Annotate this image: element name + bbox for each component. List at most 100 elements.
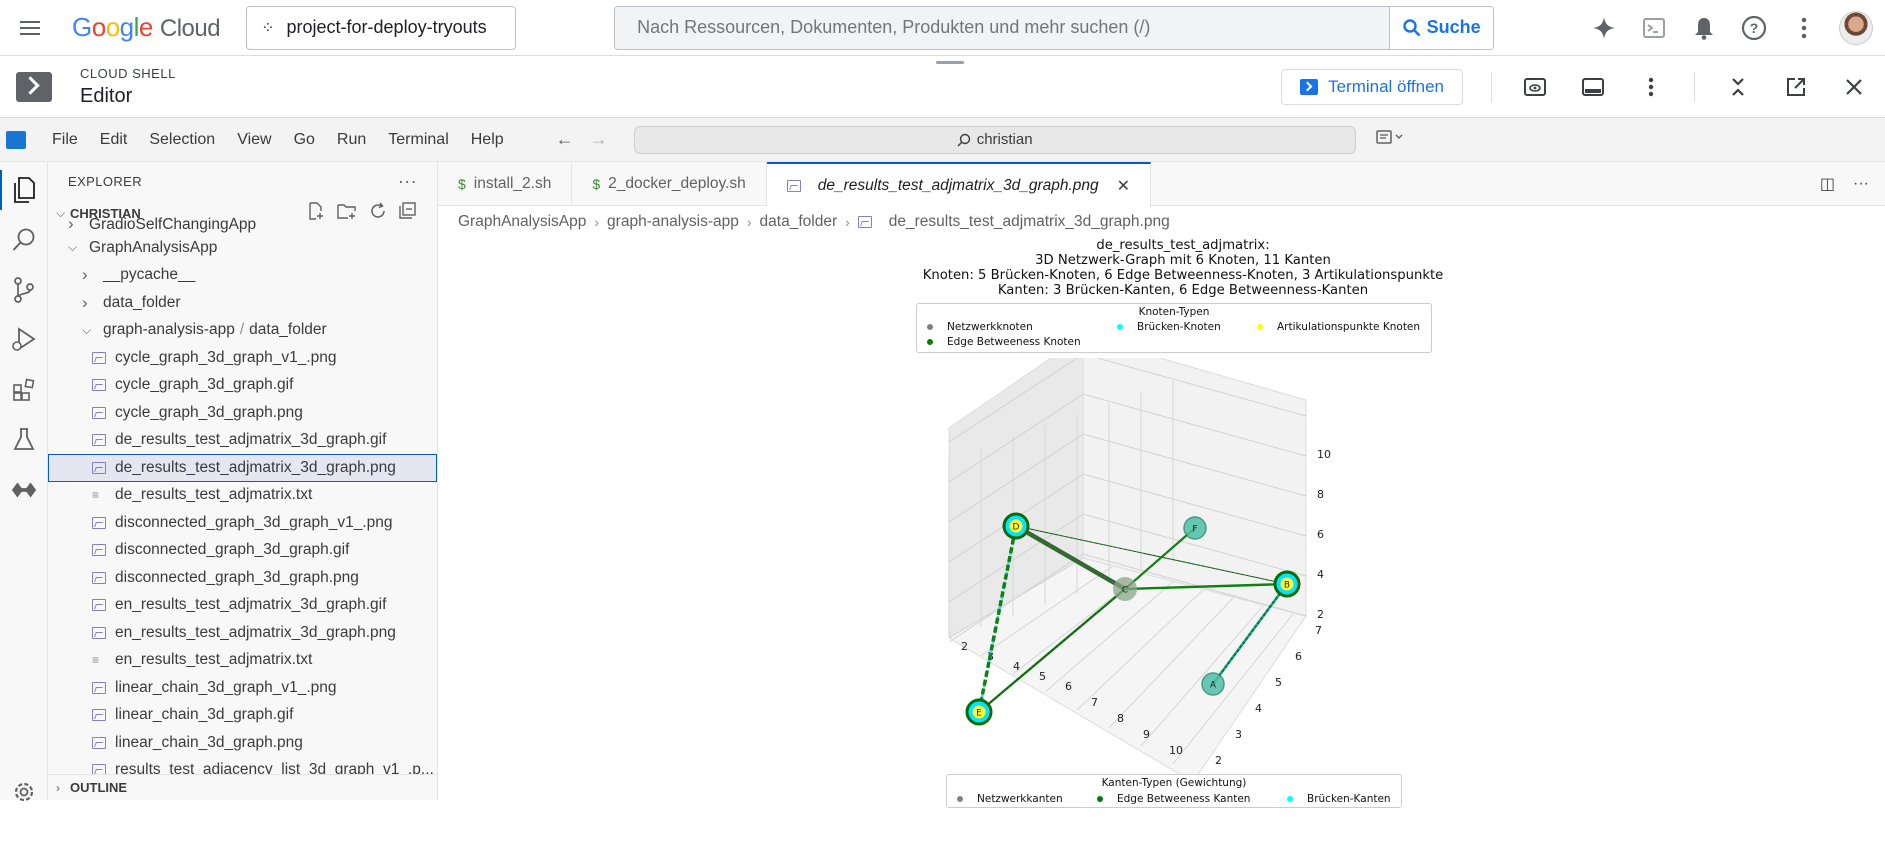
editor-tab[interactable]: $2_docker_deploy.sh [572, 162, 767, 206]
menu-item-view[interactable]: View [237, 130, 272, 148]
file-item[interactable]: ≡ en_results_test_adjmatrix.txt [48, 647, 437, 675]
forward-arrow-icon[interactable]: → [589, 129, 608, 149]
copilot-layout-icon[interactable] [1375, 129, 1404, 150]
cloud-shell-icon[interactable] [1639, 13, 1669, 43]
close-icon[interactable] [1839, 72, 1869, 102]
folder-item[interactable]: ⌵ graph-analysis-app / data_folder [48, 317, 437, 345]
command-center-search[interactable]: christian [633, 125, 1356, 154]
folder-item[interactable]: ⌵ GraphAnalysisApp [48, 234, 437, 262]
editor-actions: ◫ ··· [1820, 162, 1885, 205]
legend-entry: Netzwerkknoten [927, 321, 1117, 333]
breadcrumb-item[interactable]: de_results_test_adjmatrix_3d_graph.png [888, 213, 1170, 230]
image-preview: de_results_test_adjmatrix: 3D Netzwerk-Gr… [913, 238, 1453, 808]
run-debug-icon[interactable] [10, 326, 38, 354]
resize-handle[interactable] [936, 61, 964, 64]
minimize-icon[interactable] [1723, 72, 1753, 102]
node-legend-title: Knoten-Typen [1138, 306, 1210, 318]
new-folder-icon[interactable] [337, 202, 357, 224]
legend-marker [927, 324, 933, 330]
cloud-shell-logo-icon [16, 71, 52, 102]
search-button[interactable]: Suche [1389, 6, 1494, 49]
source-control-icon[interactable] [10, 276, 38, 304]
file-item[interactable]: de_results_test_adjmatrix_3d_graph.gif [48, 427, 437, 455]
workspace-section-header[interactable]: ⌵ CHRISTIAN [48, 200, 437, 226]
breadcrumb-item[interactable]: data_folder [759, 213, 838, 230]
open-terminal-label: Terminal öffnen [1328, 76, 1444, 96]
split-editor-icon[interactable]: ◫ [1819, 175, 1836, 193]
collapse-all-icon[interactable] [399, 202, 417, 224]
legend-marker [927, 339, 933, 345]
explorer-icon[interactable] [10, 176, 38, 204]
breadcrumb-item[interactable]: graph-analysis-app [607, 213, 739, 230]
shell-more-icon[interactable] [1636, 72, 1666, 102]
testing-icon[interactable] [10, 426, 38, 454]
cloud-code-icon[interactable] [10, 476, 38, 504]
menu-item-selection[interactable]: Selection [149, 130, 216, 148]
web-preview-icon[interactable] [1520, 72, 1550, 102]
menu-item-run[interactable]: Run [336, 130, 367, 148]
more-icon[interactable] [1789, 13, 1819, 43]
file-item[interactable]: de_results_test_adjmatrix_3d_graph.png [48, 454, 437, 482]
notifications-icon[interactable] [1689, 13, 1719, 43]
more-actions-icon[interactable]: ··· [1853, 174, 1869, 192]
layout-toggle-icon[interactable] [1578, 72, 1608, 102]
file-item[interactable]: disconnected_graph_3d_graph.png [48, 564, 437, 592]
text-file-icon: ≡ [92, 488, 100, 503]
help-icon[interactable]: ? [1739, 13, 1769, 43]
folder-item[interactable]: › GradioSelfChangingApp [48, 216, 437, 234]
file-item[interactable]: en_results_test_adjmatrix_3d_graph.png [48, 619, 437, 647]
breadcrumb-item[interactable]: GraphAnalysisApp [458, 213, 587, 230]
file-item[interactable]: cycle_graph_3d_graph_v1_.png [48, 344, 437, 372]
google-cloud-logo[interactable]: Google Cloud [72, 12, 221, 43]
tree-item-label: linear_chain_3d_graph.png [115, 733, 303, 751]
file-item[interactable]: disconnected_graph_3d_graph_v1_.png [48, 509, 437, 537]
editor-tab[interactable]: $ install_2.sh [438, 162, 573, 206]
chevron-down-icon: ⌵ [68, 240, 78, 255]
legend-label: Netzwerkkanten [977, 793, 1063, 805]
project-picker-button[interactable]: ⁘ project-for-deploy-tryouts [246, 5, 517, 50]
avatar[interactable] [1839, 10, 1873, 45]
file-item[interactable]: cycle_graph_3d_graph.gif [48, 372, 437, 400]
grid-line [948, 557, 1084, 639]
file-item[interactable]: cycle_graph_3d_graph.png [48, 399, 437, 427]
menu-item-terminal[interactable]: Terminal [388, 130, 449, 148]
menu-item-file[interactable]: File [52, 130, 78, 148]
search-input[interactable] [615, 6, 1390, 49]
project-name: project-for-deploy-tryouts [286, 17, 487, 37]
logo-letter: G [72, 12, 92, 42]
extensions-icon[interactable] [10, 376, 38, 404]
file-item[interactable]: linear_chain_3d_graph.gif [48, 702, 437, 730]
folder-item[interactable]: › data_folder [48, 289, 437, 317]
y-tick-label: 3 [1235, 728, 1242, 741]
grid-line [980, 565, 1114, 657]
menu-item-help[interactable]: Help [470, 130, 504, 148]
outline-section-header[interactable]: › OUTLINE [48, 774, 437, 800]
tree-item-label: en_results_test_adjmatrix_3d_graph.png [115, 623, 396, 641]
file-item[interactable]: disconnected_graph_3d_graph.gif [48, 537, 437, 565]
open-new-window-icon[interactable] [1781, 72, 1811, 102]
legend-entry: Brücken-Kanten [1287, 793, 1407, 805]
file-item[interactable]: ≡ de_results_test_adjmatrix.txt [48, 482, 437, 510]
settings-gear-icon[interactable] [10, 778, 38, 806]
close-tab-icon[interactable]: ✕ [1116, 177, 1131, 195]
explorer-more-icon[interactable]: ··· [397, 170, 417, 191]
file-item[interactable]: linear_chain_3d_graph_v1_.png [48, 674, 437, 702]
editor-tab[interactable]: de_results_test_adjmatrix_3d_graph.png ✕ [766, 162, 1152, 207]
x-tick-label: 4 [1013, 660, 1020, 673]
search-icon[interactable] [10, 226, 38, 254]
back-arrow-icon[interactable]: ← [555, 129, 574, 149]
new-file-icon[interactable] [307, 202, 325, 224]
file-item[interactable]: en_results_test_adjmatrix_3d_graph.gif [48, 592, 437, 620]
open-terminal-button[interactable]: Terminal öffnen [1281, 68, 1463, 105]
main-menu-icon[interactable] [14, 12, 46, 44]
legend-marker [1257, 324, 1263, 330]
menu-item-go[interactable]: Go [293, 130, 315, 148]
menu-item-edit[interactable]: Edit [99, 130, 128, 148]
tree-item-label: en_results_test_adjmatrix.txt [115, 651, 313, 669]
file-item[interactable]: linear_chain_3d_graph.png [48, 729, 437, 757]
refresh-icon[interactable] [369, 202, 387, 224]
gemini-icon[interactable] [1589, 13, 1619, 43]
folder-item[interactable]: › __pycache__ [48, 262, 437, 290]
node-c [1113, 577, 1137, 601]
y-tick-label: 4 [1255, 702, 1262, 715]
